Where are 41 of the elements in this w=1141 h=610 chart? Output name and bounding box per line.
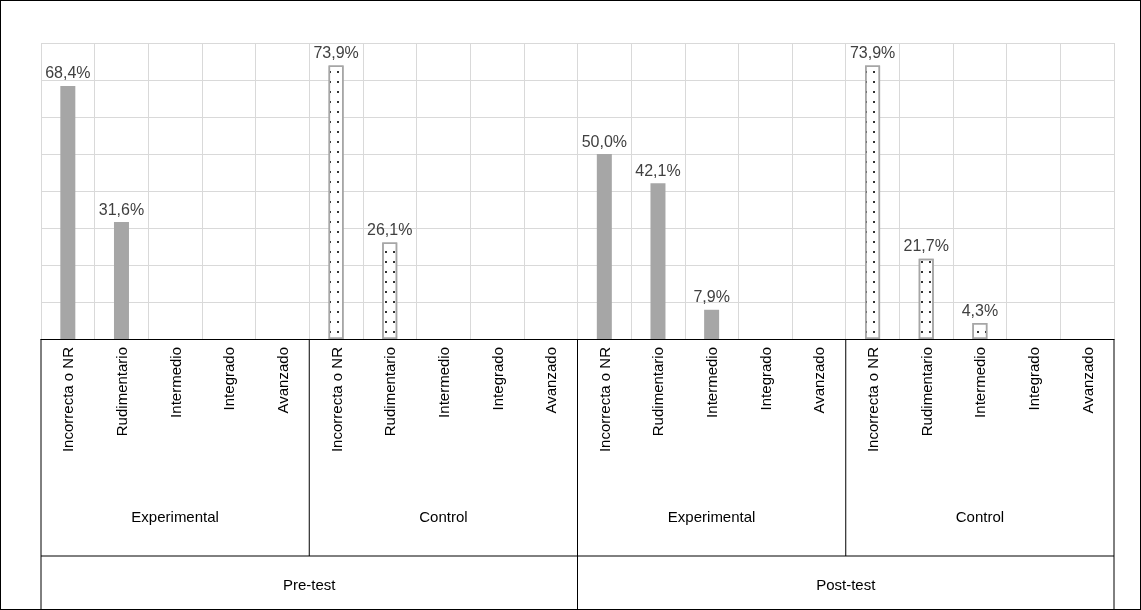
x-tick-label: Intermedio [166, 347, 184, 418]
x-tick-label: Avanzado [1078, 347, 1096, 414]
text: Control [955, 507, 1005, 525]
x-tick-label: Integrado [220, 347, 238, 411]
data-label: 73,9% [849, 44, 896, 62]
x-tick-label: Incorrecta o NR [59, 346, 77, 453]
bar [113, 222, 129, 339]
bar [596, 154, 612, 339]
text: Experimental [131, 507, 219, 525]
data-label: 31,6% [98, 200, 145, 218]
x-tick-label: Rudimentario [381, 347, 399, 437]
text: Pre-test [282, 575, 337, 593]
data-label: 21,7% [903, 237, 949, 255]
bar [60, 85, 76, 339]
data-label: 73,9% [313, 44, 359, 62]
data-label: 26,1% [367, 220, 413, 238]
x-tick-label: Intermedio [703, 347, 721, 418]
data-label: 7,9% [693, 288, 730, 306]
data-label: 4,3% [961, 301, 999, 319]
x-tick-label: Incorrecta o NR [327, 346, 345, 453]
x-tick-label: Avanzado [810, 347, 828, 414]
x-tick-label: Integrado [1025, 347, 1043, 411]
data-label: 68,4% [45, 64, 91, 82]
x-tick-label: Incorrecta o NR [595, 346, 613, 453]
x-tick-label: Rudimentario [112, 347, 130, 437]
x-tick-label: Rudimentario [649, 347, 667, 437]
x-tick-label: Intermedio [971, 347, 989, 418]
bar [704, 309, 720, 339]
text: Control [419, 507, 468, 525]
data-label: 50,0% [581, 132, 628, 150]
x-tick-label: Integrado [488, 347, 506, 411]
x-tick-label: Integrado [756, 347, 774, 411]
x-tick-label: Intermedio [434, 347, 452, 418]
text: Experimental [667, 507, 756, 525]
bar [650, 183, 666, 339]
data-label: 42,1% [635, 161, 681, 179]
x-tick-label: Incorrecta o NR [864, 346, 882, 453]
text: Post-test [816, 575, 877, 593]
x-tick-label: Avanzado [542, 347, 560, 414]
x-tick-label: Rudimentario [917, 347, 935, 437]
x-tick-label: Avanzado [273, 347, 291, 414]
